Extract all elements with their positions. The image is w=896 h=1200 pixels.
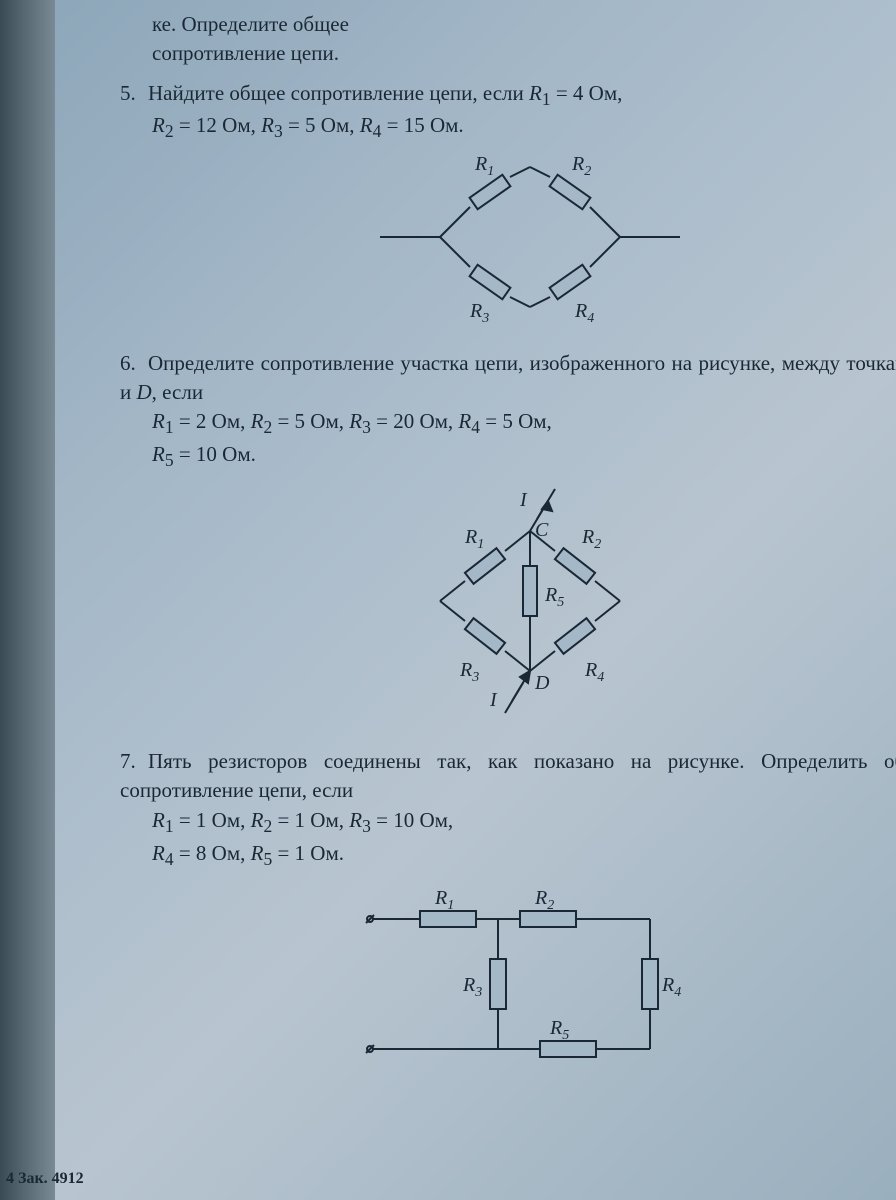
fragment-top: ке. Определите общее сопротивление цепи.: [120, 10, 896, 69]
label-r4: R4: [661, 974, 681, 1000]
problem-5-num: 5.: [120, 79, 148, 108]
label-r5: R5: [544, 584, 564, 610]
label-r3: R3: [459, 659, 479, 685]
fragment-line1: ке. Определите общее: [152, 10, 896, 39]
label-r1: R1: [464, 526, 484, 552]
problem-5: 5.Найдите общее сопротивление цепи, если…: [120, 79, 896, 331]
problem-6-diagram: R1 R2 R3 R4 R5 C D I I: [120, 481, 896, 729]
label-r1: R1: [474, 153, 494, 179]
problem-7-num: 7.: [120, 747, 148, 776]
label-r1: R1: [434, 887, 454, 913]
label-r2: R2: [534, 887, 554, 913]
node-d: D: [534, 672, 550, 694]
problem-7: 7.Пять резисторов соединены так, как пок…: [120, 747, 896, 1078]
problem-5-diagram: R1 R2 R3 R4: [120, 152, 896, 330]
page-content: ке. Определите общее сопротивление цепи.…: [60, 0, 896, 1126]
fragment-line2: сопротивление цепи.: [152, 39, 896, 68]
node-c: C: [535, 519, 549, 541]
problem-6: 6.Определите сопротивление участка цепи,…: [120, 349, 896, 730]
label-r5: R5: [549, 1017, 569, 1043]
label-r2: R2: [581, 526, 601, 552]
label-r4: R4: [584, 659, 604, 685]
label-r4: R4: [574, 300, 594, 322]
problem-5-text: 5.Найдите общее сопротивление цепи, если…: [120, 79, 896, 144]
problem-7-diagram: R1 R2 R3 R4 R5: [120, 879, 896, 1077]
label-r3: R3: [469, 300, 489, 322]
footer-text: 4 Зак. 4912: [6, 1170, 84, 1188]
current-i-bottom: I: [489, 689, 498, 711]
label-r3: R3: [462, 974, 482, 1000]
problem-6-num: 6.: [120, 349, 148, 378]
page-binding-edge: [0, 0, 55, 1200]
problem-6-text: 6.Определите сопротивление участка цепи,…: [120, 349, 896, 473]
problem-7-text: 7.Пять резисторов соединены так, как пок…: [120, 747, 896, 871]
label-r2: R2: [571, 153, 591, 179]
current-i-top: I: [519, 489, 528, 511]
